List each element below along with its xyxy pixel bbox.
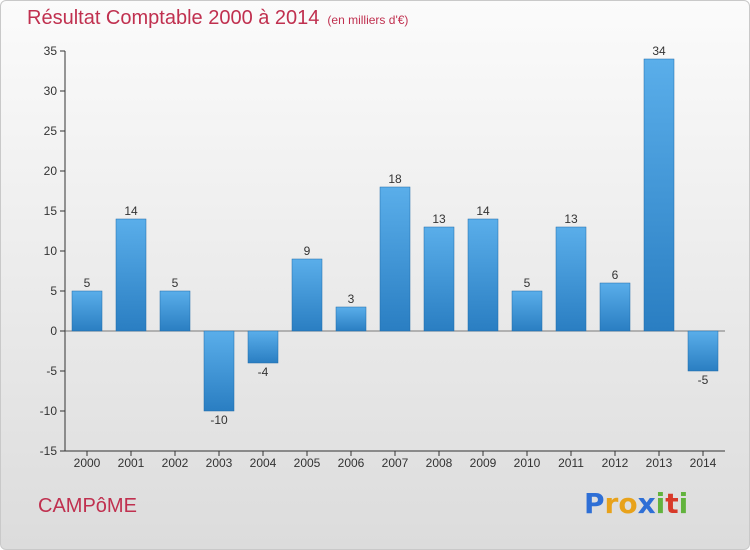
bar — [115, 218, 147, 332]
y-tick-label: 35 — [44, 44, 58, 58]
chart-subtitle: (en milliers d'€) — [327, 13, 409, 27]
y-tick-label: 0 — [50, 324, 57, 338]
y-tick-label: -5 — [46, 364, 57, 378]
data-label: 34 — [652, 44, 666, 58]
x-tick-label: 2013 — [646, 456, 673, 470]
x-tick-label: 2006 — [338, 456, 365, 470]
bar — [467, 218, 499, 332]
x-tick-label: 2011 — [558, 456, 584, 470]
x-tick-label: 2012 — [602, 456, 629, 470]
x-tick-label: 2003 — [206, 456, 233, 470]
x-tick-label: 2014 — [690, 456, 717, 470]
x-tick-label: 2007 — [382, 456, 409, 470]
data-label: 9 — [304, 244, 311, 258]
data-label: 5 — [172, 276, 179, 290]
y-tick-label: -15 — [40, 444, 58, 458]
logo-letter: i — [678, 487, 689, 520]
x-tick-label: 2001 — [118, 456, 145, 470]
y-tick-label: 10 — [44, 244, 58, 258]
data-label: -5 — [698, 373, 709, 387]
chart-title: Résultat Comptable 2000 à 2014 (en millie… — [27, 7, 408, 30]
data-label: 5 — [524, 276, 531, 290]
data-label: -10 — [210, 413, 228, 427]
x-tick-label: 2009 — [470, 456, 497, 470]
bar — [423, 226, 455, 332]
y-tick-label: 30 — [44, 84, 58, 98]
bar — [247, 330, 279, 364]
y-tick-label: 5 — [50, 284, 57, 298]
bar — [643, 58, 675, 332]
data-label: 13 — [564, 212, 578, 226]
bar — [335, 306, 367, 332]
logo-letter: r — [604, 487, 619, 520]
bar — [687, 330, 719, 372]
y-tick-label: 20 — [44, 164, 58, 178]
bar — [159, 290, 191, 332]
bar — [599, 282, 631, 332]
logo-letter: x — [637, 487, 656, 520]
data-label: 14 — [476, 204, 490, 218]
data-label: 5 — [84, 276, 91, 290]
x-tick-label: 2004 — [250, 456, 277, 470]
x-tick-label: 2008 — [426, 456, 453, 470]
data-label: 3 — [348, 292, 355, 306]
bar — [291, 258, 323, 332]
chart-title-text: Résultat Comptable 2000 à 2014 — [27, 7, 320, 29]
y-tick-label: 25 — [44, 124, 58, 138]
x-tick-label: 2005 — [294, 456, 321, 470]
logo-letter: i — [655, 487, 666, 520]
data-label: 18 — [388, 172, 402, 186]
bar — [555, 226, 587, 332]
logo-letter: P — [584, 487, 605, 520]
data-label: 14 — [124, 204, 138, 218]
proxiti-logo: Proxiti — [584, 487, 688, 520]
data-label: -4 — [258, 365, 269, 379]
data-label: 6 — [612, 268, 619, 282]
x-tick-label: 2002 — [162, 456, 189, 470]
town-name: CAMPôME — [38, 495, 137, 517]
logo-letter: o — [618, 487, 638, 520]
data-label: 13 — [432, 212, 446, 226]
x-tick-label: 2000 — [74, 456, 101, 470]
bar — [203, 330, 235, 412]
x-tick-label: 2010 — [514, 456, 541, 470]
logo-letter: t — [665, 487, 679, 520]
bar — [71, 290, 103, 332]
bar — [379, 186, 411, 332]
y-tick-label: -10 — [40, 404, 58, 418]
y-tick-label: 15 — [44, 204, 58, 218]
bar — [511, 290, 543, 332]
